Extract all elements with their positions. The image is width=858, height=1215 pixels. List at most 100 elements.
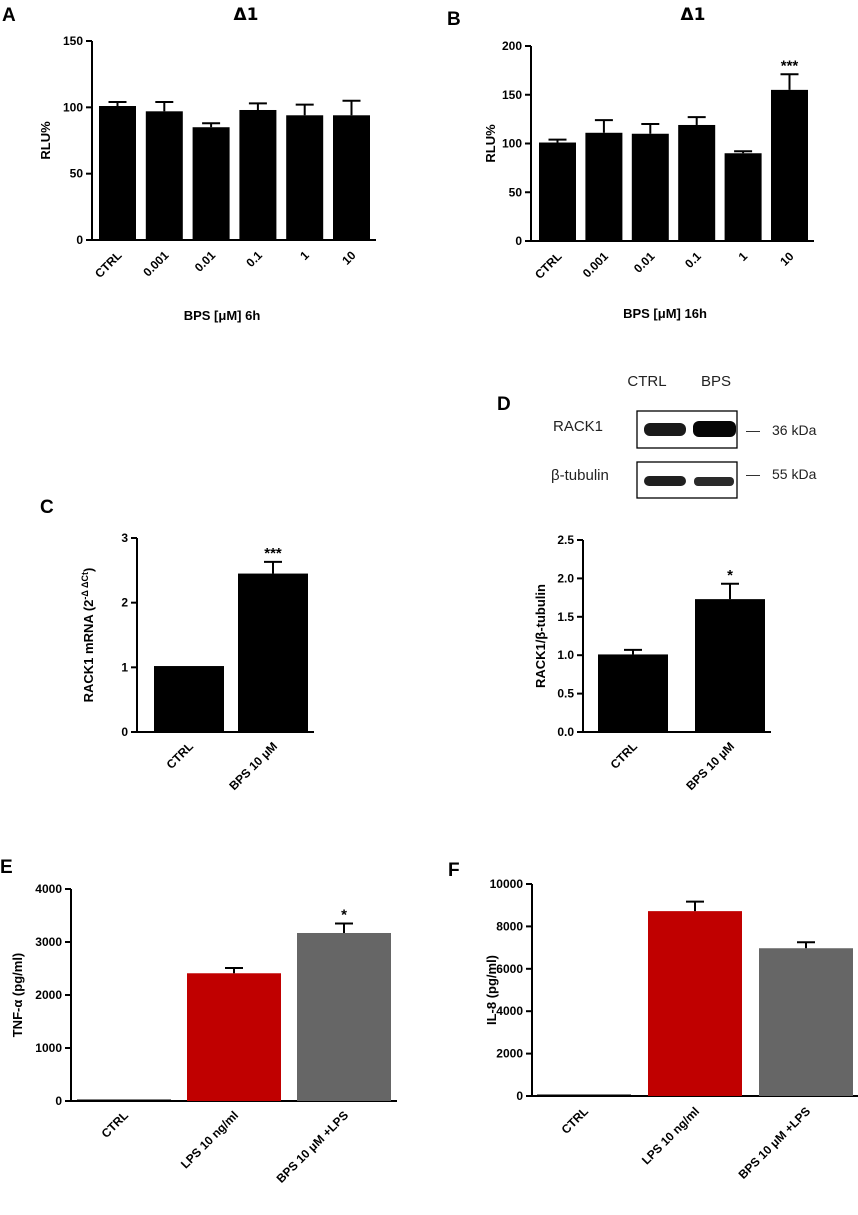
y-axis-label: RLU%: [483, 124, 498, 163]
y-axis-label: RACK1 mRNA (2-Δ ΔCt): [80, 568, 96, 703]
y-axis-label: TNF-α (pg/ml): [10, 953, 25, 1038]
y-tick-label: 0: [121, 725, 128, 739]
x-axis-label: BPS [μM] 6h: [184, 308, 261, 323]
y-tick-label: 2000: [35, 988, 62, 1002]
blot-band-rack1-ctrl: [644, 423, 686, 436]
blot-marker-dash-tubulin: —: [746, 466, 760, 482]
y-tick-label: 0: [55, 1094, 62, 1108]
x-axis-label: BPS [μM] 16h: [623, 306, 707, 321]
blot-band-tubulin-bps: [694, 477, 734, 486]
bar: [539, 142, 576, 241]
category-label: LPS 10 ng/ml: [639, 1104, 702, 1167]
y-tick-label: 50: [70, 167, 84, 181]
y-tick-label: 100: [502, 137, 522, 151]
significance-marker: ***: [781, 57, 799, 74]
bar: [297, 932, 391, 1101]
bar: [724, 153, 762, 241]
panel-label-a: A: [2, 5, 16, 26]
y-tick-label: 1000: [35, 1041, 62, 1055]
category-label: CTRL: [532, 249, 565, 282]
bar: [759, 948, 853, 1096]
y-tick-label: 200: [502, 39, 522, 53]
western-blot: CTRL BPS RACK1 — 36 kDa β-tubulin — 55 k…: [551, 373, 817, 499]
blot-marker-dash-rack1: —: [746, 422, 760, 438]
bar: [145, 111, 183, 241]
category-label: CTRL: [92, 248, 125, 281]
bar: [239, 109, 277, 240]
bar: [537, 1094, 631, 1096]
chart-a: Δ1 0 50 100 150 RLU% CTRL 0.001 0.01 0.1 1 10 BPS [μ…: [38, 5, 376, 323]
category-label: BPS 10 μM +LPS: [274, 1108, 352, 1186]
y-tick-label: 8000: [496, 919, 523, 933]
category-label: 0.001: [140, 248, 171, 279]
bar: [187, 973, 281, 1101]
bar: [771, 89, 808, 241]
category-label: 0.1: [682, 249, 704, 271]
bar: [192, 127, 230, 240]
y-tick-label: 4000: [496, 1004, 523, 1018]
panel-label-b: B: [447, 9, 461, 30]
y-tick-label: 50: [509, 185, 523, 199]
y-axis-label: RLU%: [38, 121, 53, 160]
significance-marker: *: [341, 906, 347, 923]
significance-marker: ***: [264, 545, 282, 562]
y-tick-label: 2000: [496, 1047, 523, 1061]
bar: [678, 124, 716, 241]
y-axis-label-end: ): [81, 568, 96, 572]
category-label: BPS 10 μM: [683, 739, 737, 793]
chart-b-title: Δ1: [681, 5, 706, 25]
y-tick-label: 0: [515, 234, 522, 248]
y-tick-label: 2.0: [557, 571, 574, 585]
blot-protein-rack1: RACK1: [553, 418, 603, 435]
y-tick-label: 0.0: [557, 725, 574, 739]
blot-marker-tubulin: 55 kDa: [772, 466, 817, 482]
y-tick-label: 3: [121, 531, 128, 545]
panel-label-c: C: [40, 497, 54, 518]
bar: [154, 666, 224, 732]
bar: [333, 115, 370, 240]
y-tick-label: 150: [502, 88, 522, 102]
panel-label-d: D: [497, 394, 511, 415]
category-label: CTRL: [99, 1108, 132, 1141]
y-tick-label: 150: [63, 34, 83, 48]
category-label: 0.01: [192, 248, 219, 275]
category-label: 10: [339, 248, 359, 268]
y-tick-label: 2.5: [557, 533, 574, 547]
y-tick-label: 0.5: [557, 687, 574, 701]
y-axis-label-superscript: -Δ ΔCt: [80, 572, 90, 600]
blot-lane-label-ctrl: CTRL: [627, 373, 666, 390]
bar: [695, 599, 765, 732]
bar: [99, 106, 136, 240]
y-tick-label: 6000: [496, 962, 523, 976]
y-tick-label: 3000: [35, 935, 62, 949]
blot-lane-label-bps: BPS: [701, 373, 731, 390]
y-tick-label: 100: [63, 100, 83, 114]
category-label: CTRL: [559, 1104, 592, 1137]
chart-f: 0 2000 4000 6000 8000 10000 IL-8 (pg/ml) CTRL LP…: [484, 877, 858, 1182]
y-tick-label: 1.0: [557, 648, 574, 662]
category-label: CTRL: [608, 739, 641, 772]
category-label: LPS 10 ng/ml: [178, 1108, 241, 1171]
bar: [631, 133, 669, 241]
bar: [77, 1099, 171, 1101]
category-label: 0.01: [631, 249, 658, 276]
blot-band-tubulin-ctrl: [644, 476, 686, 486]
panel-label-f: F: [448, 860, 460, 881]
y-tick-label: 10000: [490, 877, 524, 891]
category-label: CTRL: [164, 739, 197, 772]
blot-marker-rack1: 36 kDa: [772, 422, 817, 438]
y-tick-label: 0: [76, 233, 83, 247]
y-tick-label: 1.5: [557, 610, 574, 624]
chart-e: 0 1000 2000 3000 4000 TNF-α (pg/ml) CTRL LPS 10…: [10, 882, 397, 1186]
chart-d: 0.0 0.5 1.0 1.5 2.0 2.5 RACK1/β-tubulin CTRL * BP…: [533, 533, 771, 793]
bar: [585, 132, 623, 241]
chart-a-title: Δ1: [234, 5, 259, 25]
bar: [648, 911, 742, 1096]
bar: [286, 115, 324, 240]
blot-protein-tubulin: β-tubulin: [551, 467, 609, 484]
y-tick-label: 4000: [35, 882, 62, 896]
bar: [238, 573, 308, 732]
category-label: BPS 10 μM: [226, 739, 280, 793]
panel-label-e: E: [0, 857, 13, 878]
